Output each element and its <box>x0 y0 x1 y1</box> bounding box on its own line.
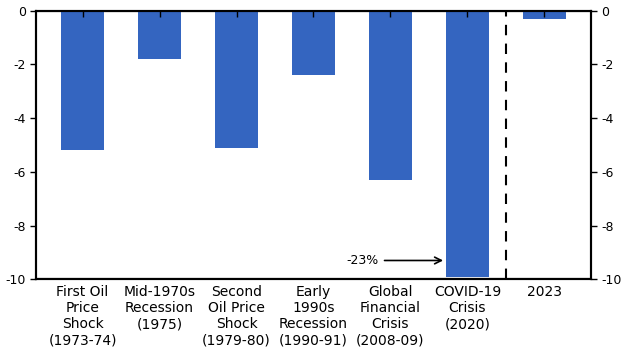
Bar <box>139 11 181 59</box>
Bar <box>61 11 103 150</box>
Bar <box>446 11 488 277</box>
Bar <box>215 11 258 148</box>
Bar <box>369 11 412 180</box>
Text: -23%: -23% <box>347 254 441 267</box>
Bar <box>524 11 566 19</box>
Bar <box>292 11 335 75</box>
